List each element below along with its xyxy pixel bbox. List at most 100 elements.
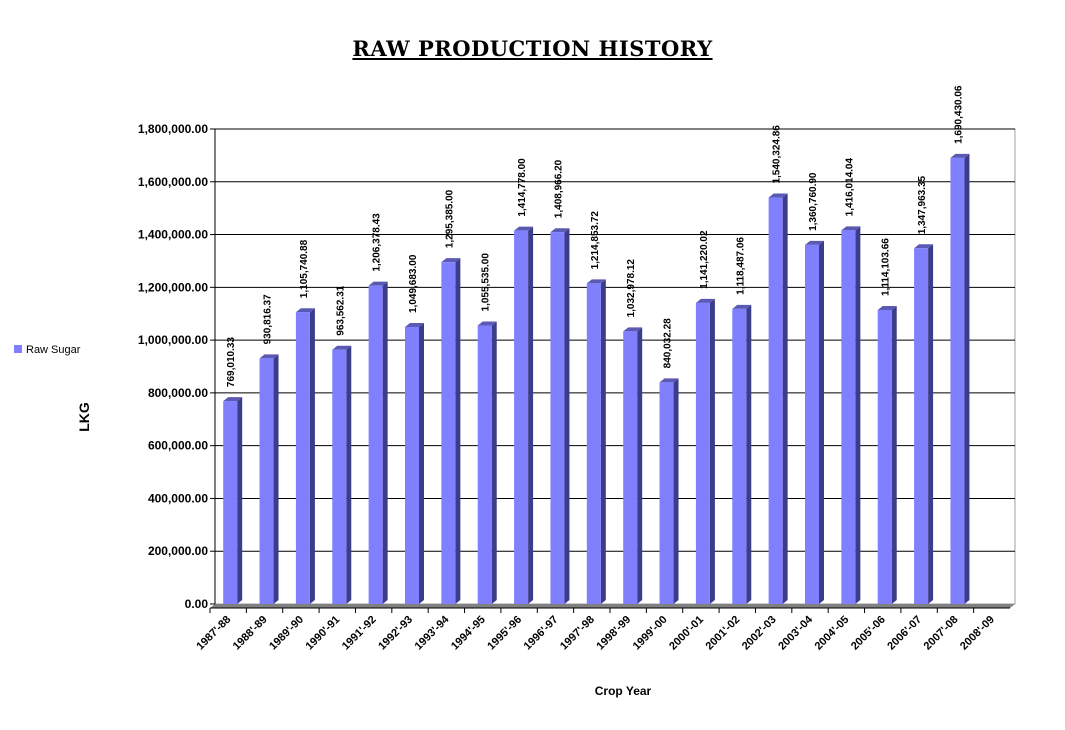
bar: [332, 349, 347, 604]
x-tick-label: 1992'-93: [376, 614, 415, 653]
bar: [259, 358, 274, 604]
x-tick-label: 1999'-00: [631, 614, 670, 653]
x-tick-label: 1989'-90: [267, 614, 306, 653]
bar-side: [346, 345, 352, 604]
legend-label: Raw Sugar: [26, 344, 81, 356]
y-tick-label: 800,000.00: [148, 386, 208, 400]
x-tick-label: 2004'-05: [813, 614, 852, 653]
x-tick-label: 1993'-94: [413, 613, 453, 653]
x-tick-label: 2007'-08: [922, 614, 961, 653]
x-axis-title: Crop Year: [595, 684, 652, 698]
bar-top: [550, 228, 570, 233]
bar-side: [455, 258, 461, 604]
x-tick-label: 1996'-97: [522, 614, 561, 653]
value-label: 1,214,853.72: [590, 211, 601, 270]
bar-top: [295, 308, 315, 313]
bar-side: [528, 226, 534, 604]
bar: [695, 302, 710, 604]
value-label: 963,562.31: [335, 285, 346, 335]
legend-swatch: [14, 345, 22, 353]
y-tick-label: 400,000.00: [148, 491, 208, 505]
y-axis-title: LKG: [76, 402, 92, 432]
bar: [623, 331, 638, 604]
chart-floor: [210, 604, 1015, 608]
bar-side: [564, 228, 570, 605]
value-label: 1,690,430.06: [953, 85, 964, 144]
value-label: 1,114,103.66: [881, 238, 892, 296]
bar-top: [368, 281, 388, 286]
value-label: 1,408,966.20: [553, 159, 564, 218]
x-tick-label: 1995'-96: [485, 614, 524, 653]
bar: [768, 197, 783, 604]
bar-top: [441, 258, 461, 263]
x-tick-label: 2008'-09: [958, 614, 997, 653]
bar-top: [805, 240, 824, 245]
bar-side: [637, 327, 643, 604]
bar: [223, 401, 238, 604]
legend: Raw Sugar: [14, 344, 81, 356]
value-label: 1,141,220.02: [699, 230, 710, 289]
x-tick-label: 1994'-95: [449, 614, 488, 653]
x-tick-label: 1997'-98: [558, 614, 597, 653]
value-labels: 769,010.33 930,816.37 1,105,740.88 963,562.…: [226, 85, 964, 387]
chart-title: RAW PRODUCTION HISTORY: [352, 36, 713, 61]
x-tick-label: 1991'-92: [340, 614, 379, 653]
bar-top: [259, 354, 279, 359]
bar: [841, 230, 856, 604]
value-label: 1,105,740.88: [299, 239, 310, 298]
x-tick-label: 1990'-91: [304, 614, 343, 653]
bar-top: [732, 304, 752, 309]
value-label: 1,295,385.00: [444, 189, 455, 248]
bar-side: [273, 354, 279, 604]
bar: [659, 382, 674, 604]
bar-side: [891, 306, 897, 604]
x-tick-label: 1987'-88: [194, 614, 233, 653]
value-label: 1,206,378.43: [372, 213, 383, 272]
y-tick-label: 1,000,000.00: [138, 333, 208, 347]
bar-side: [309, 308, 315, 604]
y-tick-label: 0.00: [185, 597, 209, 611]
bar: [295, 312, 310, 604]
bar-top: [586, 279, 606, 284]
value-label: 1,540,324.86: [772, 125, 783, 184]
value-label: 1,055,535.00: [481, 253, 492, 312]
bar-side: [600, 279, 606, 604]
bar-side: [419, 323, 424, 604]
bar: [586, 283, 601, 604]
bars: [223, 153, 970, 605]
bar-top: [623, 327, 643, 332]
y-tick-label: 600,000.00: [148, 439, 208, 453]
value-label: 1,032,978.12: [626, 259, 637, 318]
bar-side: [855, 226, 861, 604]
bar-side: [964, 153, 970, 604]
y-tick-label: 200,000.00: [148, 544, 208, 558]
value-label: 930,816.37: [263, 294, 274, 344]
bar: [368, 285, 383, 604]
bar-top: [332, 345, 352, 350]
x-tick-label: 2006'-07: [885, 614, 924, 653]
bar: [441, 262, 456, 604]
value-label: 1,347,963.35: [917, 175, 928, 234]
bar-side: [782, 193, 788, 604]
bar-side: [382, 281, 388, 604]
bar-side: [237, 397, 243, 604]
y-tick-label: 1,600,000.00: [138, 175, 208, 189]
bar-top: [950, 153, 970, 158]
x-tick-label: 2005'-06: [849, 614, 888, 653]
value-label: 1,118,487.06: [735, 237, 746, 295]
bar: [550, 232, 565, 605]
bar-top: [877, 306, 897, 311]
bar: [514, 230, 529, 604]
bar-top: [514, 226, 534, 231]
bar: [405, 327, 419, 604]
bar: [914, 248, 929, 604]
value-label: 1,360,760.90: [808, 172, 819, 231]
value-label: 1,416,014.04: [844, 158, 855, 217]
x-tick-label: 2000'-01: [667, 614, 706, 653]
bar-top: [914, 244, 934, 249]
bar-side: [673, 378, 679, 604]
bar-top: [768, 193, 788, 198]
bar-side: [928, 244, 934, 604]
y-tick-label: 1,200,000.00: [138, 280, 208, 294]
